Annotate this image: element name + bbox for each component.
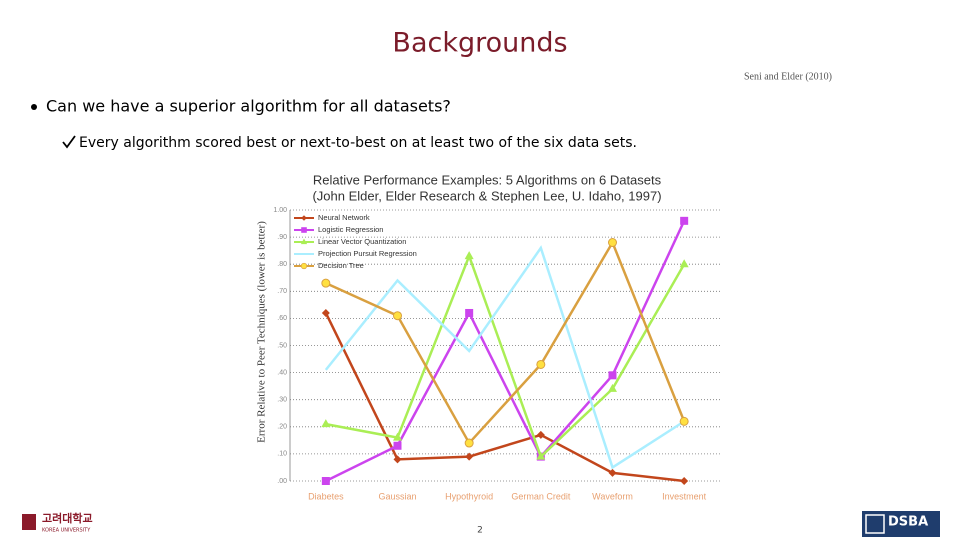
marker [464,251,474,260]
x-tick-label: Waveform [592,491,633,501]
x-tick-label: Diabetes [308,491,344,501]
marker [608,371,617,380]
marker [679,416,689,426]
legend-label: Linear Vector Quantization [318,237,406,246]
marker [321,419,331,428]
citation: Seni and Elder (2010) [744,71,832,82]
marker [608,383,617,392]
marker [464,438,474,448]
series-line [324,245,685,470]
marker [679,259,689,268]
marker [465,452,474,461]
marker [536,359,546,369]
legend-label: Logistic Regression [318,225,383,234]
marker [393,432,402,441]
marker [321,308,330,317]
legend-label: Projection Pursuit Regression [318,249,417,258]
y-tick-label: .50 [277,342,287,349]
logo-left: 고려대학교 [42,511,93,525]
marker [680,477,689,485]
legend-marker [301,227,307,233]
y-tick-label: .80 [277,261,287,268]
legend-label: Decision Tree [318,261,364,270]
y-tick-label: .20 [277,424,287,431]
y-tick-label: .40 [277,369,287,376]
legend-marker [300,238,308,245]
legend-label: Neural Network [318,213,370,222]
series-line [325,252,686,459]
x-tick-label: Investment [662,491,707,501]
dsba-icon [865,514,885,534]
marker [393,441,402,450]
marker [680,216,689,225]
page-number: 2 [477,526,483,536]
series-line [325,239,686,446]
legend-marker [300,262,308,270]
legend-marker [301,215,307,221]
check-icon [62,135,76,149]
university-emblem [22,514,36,530]
series-line [325,220,686,483]
marker [536,451,546,460]
y-tick-label: .10 [277,451,287,458]
bullet-dot [31,104,37,110]
y-tick-label: .30 [277,397,287,404]
logo-left-sub: KOREA UNIVERSITY [42,528,91,534]
chart: .00 .10 .20 .30 .40 .50 .60 .70 .80 .90 1.00 Diabet… [273,207,720,501]
y-tick-label: .70 [277,288,287,295]
marker [608,468,617,477]
y-tick-label: .60 [277,315,287,322]
logo-right: DSBA [888,515,928,530]
marker [321,278,331,288]
x-tick-label: Gaussian [378,491,416,501]
chart-title: Relative Performance Examples: 5 Algorit… [313,172,662,187]
marker [393,311,402,321]
sub-bullet: Every algorithm scored best or next-to-b… [79,135,637,151]
x-tick-label: Hypothyroid [445,491,493,501]
y-tick-label: 1.00 [273,207,287,214]
marker [393,455,402,464]
chart-subtitle: (John Elder, Elder Research & Stephen Le… [312,188,661,203]
bullet: Can we have a superior algorithm for all… [46,97,451,116]
slide-title: Backgrounds [392,28,567,59]
y-tick-label: .90 [277,234,287,241]
x-tick-label: German Credit [511,491,571,501]
y-axis-label: Error Relative to Peer Techniques (lower… [256,221,268,443]
marker [465,308,474,317]
marker [536,430,545,439]
marker [321,477,330,485]
y-tick-label: .00 [277,478,287,485]
marker [608,238,617,248]
